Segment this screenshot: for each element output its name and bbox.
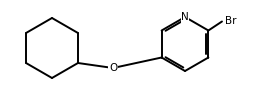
Text: O: O xyxy=(109,63,117,73)
Text: N: N xyxy=(181,12,189,22)
Text: Br: Br xyxy=(225,16,236,26)
